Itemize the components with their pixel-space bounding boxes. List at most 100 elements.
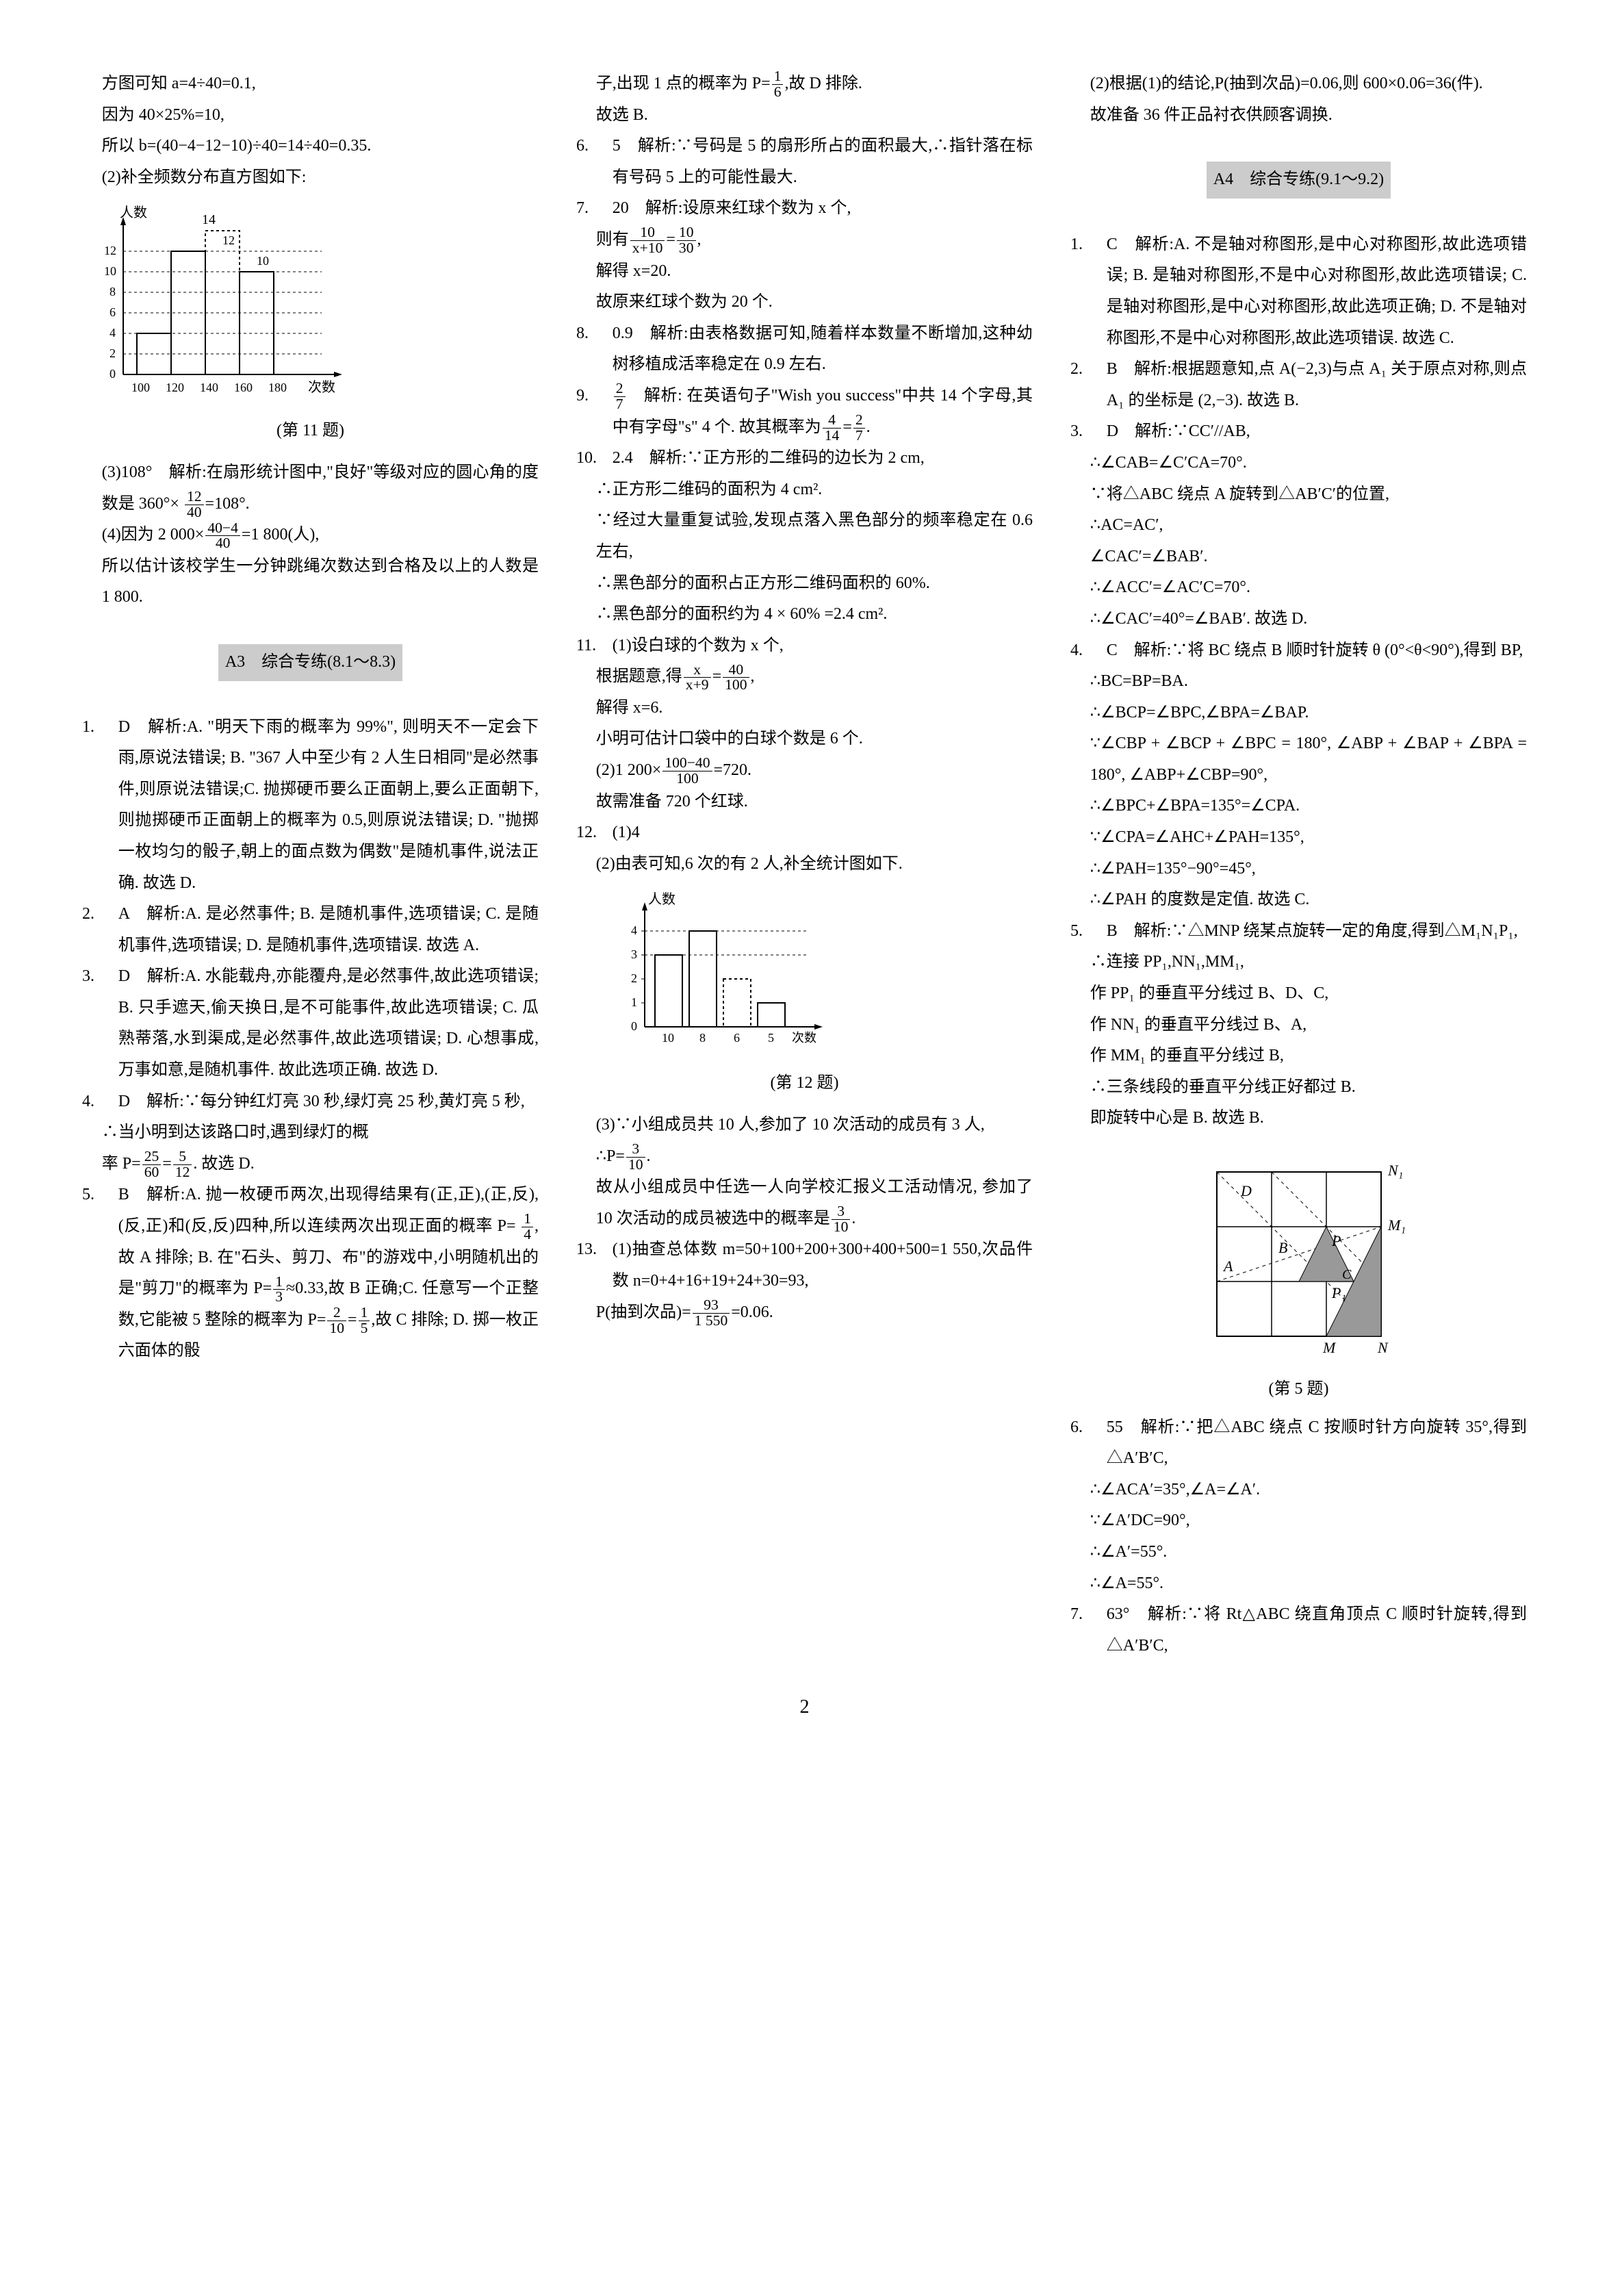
a4-i5-c2: 作 PP₁ 的垂直平分线过 B、D、C, [1070,978,1527,1010]
item-9: 9. 27 解析: 在英语句子"Wish you success"中共 14 个… [576,381,1033,443]
col2-opening: 子,出现 1 点的概率为 P=16,故 D 排除. [576,68,1033,100]
a4-i5-c4: 作 MM₁ 的垂直平分线过 B, [1070,1041,1527,1072]
svg-text:2: 2 [631,971,637,985]
svg-text:3: 3 [631,947,637,961]
item-11: 11. (1)设白球的个数为 x 个, [576,630,1033,662]
a3-item-2: 2. A 解析:A. 是必然事件; B. 是随机事件,选项错误; C. 是随机事… [82,899,539,961]
a4-item-3: 3. D 解析:∵CC′//AB, [1070,416,1527,448]
svg-text:6: 6 [734,1031,740,1045]
svg-text:人数: 人数 [648,891,675,907]
svg-text:次数: 次数 [308,379,335,395]
item-12-4: 故从小组成员中任选一人向学校汇报义工活动情况, 参加了 10 次活动的成员被选中… [576,1172,1033,1234]
column-2: 子,出现 1 点的概率为 P=16,故 D 排除. 故选 B. 6. 5 解析:… [576,68,1033,1661]
svg-text:5: 5 [768,1031,774,1045]
a4-item-6: 6. 55 解析:∵把△ABC 绕点 C 按顺时针方向旋转 35°,得到△A′B… [1070,1412,1527,1475]
chart11-ylabel: 人数 [120,205,147,220]
a3-item-3: 3. D 解析:A. 水能载舟,亦能覆舟,是必然事件,故此选项错误; B. 只手… [82,961,539,1086]
item-10: 10. 2.4 解析:∵正方形的二维码的边长为 2 cm, [576,443,1033,474]
svg-text:12: 12 [222,233,235,247]
svg-text:M: M [1322,1339,1337,1356]
item-11-c2: 小明可估计口袋中的白球个数是 6 个. [576,724,1033,755]
item-11-2: (2)1 200×100−40100=720. [576,755,1033,787]
a3-item-4: 4. D 解析:∵每分钟红灯亮 30 秒,绿灯亮 25 秒,黄灯亮 5 秒, [82,1086,539,1118]
a3-item-5: 5. B 解析:A. 抛一枚硬币两次,出现得结果有(正,正),(正,反),(反,… [82,1179,539,1367]
col3-open-2: 故准备 36 件正品衬衣供顾客调换. [1070,100,1527,131]
intro-line-3: 所以 b=(40−4−12−10)÷40=14÷40=0.35. [82,131,539,162]
svg-text:180: 180 [268,381,287,394]
svg-text:120: 120 [166,381,184,394]
chart-11: 人数 14 0 2 4 6 8 10 12 [82,203,539,447]
page-number: 2 [82,1689,1527,1725]
column-1: 方图可知 a=4÷40=0.1, 因为 40×25%=10, 所以 b=(40−… [82,68,539,1661]
item-11-c1: 解得 x=6. [576,693,1033,724]
svg-text:0: 0 [110,367,116,381]
col2-opening3: 故选 B. [576,100,1033,131]
a4-i4-c4: ∴∠BPC+∠BPA=135°=∠CPA. [1070,791,1527,822]
a4-item-5: 5. B 解析:∵△MNP 绕某点旋转一定的角度,得到△M₁N₁P₁, [1070,916,1527,947]
chart11-caption: (第 11 题) [82,416,539,447]
a4-i3-c2: ∵将△ABC 绕点 A 旋转到△AB′C′的位置, [1070,479,1527,511]
item-13: 13. (1)抽查总体数 m=50+100+200+300+400+500=1 … [576,1234,1033,1297]
a4-i6-c2: ∵∠A′DC=90°, [1070,1505,1527,1537]
svg-text:P₁: P₁ [1331,1284,1346,1301]
chart-12: 人数 0 1 2 3 4 10 8 [576,890,1033,1099]
a4-i3-c4: ∠CAC′=∠BAB′. [1070,541,1527,573]
chart12-caption: (第 12 题) [576,1068,1033,1099]
svg-text:4: 4 [631,923,637,937]
a4-item-4: 4. C 解析:∵将 BC 绕点 B 顺时针旋转 θ (0°<θ<90°),得到… [1070,635,1527,667]
item-7-cont1: 解得 x=20. [576,256,1033,288]
diagram-5: D N₁ M₁ A B P P₁ C M N [1183,1145,1415,1364]
a4-item-2: 2. B 解析:根据题意知,点 A(−2,3)与点 A₁ 关于原点对称,则点 A… [1070,354,1527,416]
a4-i4-c6: ∴∠PAH=135°−90°=45°, [1070,854,1527,885]
svg-text:6: 6 [110,305,116,319]
item-11-frac: 根据题意,得xx+9=40100, [576,661,1033,693]
a4-i6-c4: ∴∠A=55°. [1070,1568,1527,1600]
svg-text:140: 140 [200,381,218,394]
section-a3-header: A3 综合专练(8.1～8.3) [218,644,402,681]
svg-text:P: P [1331,1232,1341,1249]
svg-text:8: 8 [110,285,116,298]
diagram5-caption: (第 5 题) [1070,1374,1527,1405]
a4-i6-c3: ∴∠A′=55°. [1070,1537,1527,1568]
item-11-3: 故需准备 720 个红球. [576,787,1033,818]
svg-text:8: 8 [699,1031,706,1045]
after-chart-4: (4)因为 2 000×40−440=1 800(人), [82,520,539,551]
a3-item-4-rate: 率 P=2560=512. 故选 D. [82,1149,539,1180]
item-12: 12. (1)4 [576,817,1033,849]
svg-text:100: 100 [131,381,150,394]
after-chart-3: (3)108° 解析:在扇形统计图中,"良好"等级对应的圆心角的度数是 360°… [82,457,539,520]
item-12-3: (3)∵小组成员共 10 人,参加了 10 次活动的成员有 3 人, [576,1110,1033,1141]
a4-i5-c3: 作 NN₁ 的垂直平分线过 B、A, [1070,1010,1527,1041]
intro-line-1: 方图可知 a=4÷40=0.1, [82,68,539,100]
item-8: 8. 0.9 解析:由表格数据可知,随着样本数量不断增加,这种幼树移植成活率稳定… [576,318,1033,381]
col3-open-1: (2)根据(1)的结论,P(抽到次品)=0.06,则 600×0.06=36(件… [1070,68,1527,100]
chart11-barlabel-14: 14 [202,212,216,227]
a4-i4-c3: ∵∠CBP + ∠BCP + ∠BPC = 180°, ∠ABP + ∠BAP … [1070,728,1527,791]
a4-i5-c1: ∴连接 PP₁,NN₁,MM₁, [1070,947,1527,978]
a3-item-1: 1. D 解析:A. "明天下雨的概率为 99%", 则明天不一定会下雨,原说法… [82,712,539,900]
item-6: 6. 5 解析:∵号码是 5 的扇形所占的面积最大,∴指针落在标有号码 5 上的… [576,131,1033,193]
item-10-c4: ∴黑色部分的面积约为 4 × 60% =2.4 cm². [576,599,1033,630]
svg-text:12: 12 [104,244,116,257]
item-10-c1: ∴正方形二维码的面积为 4 cm². [576,474,1033,506]
item-13-p: P(抽到次品)=931 550=0.06. [576,1297,1033,1329]
item-12-p: ∴P=310. [576,1141,1033,1173]
svg-text:C: C [1342,1267,1352,1282]
svg-text:10: 10 [662,1031,674,1045]
svg-text:4: 4 [110,326,116,340]
a4-i5-c5: ∴三条线段的垂直平分线正好都过 B. [1070,1072,1527,1104]
svg-text:D: D [1240,1182,1252,1199]
svg-text:A: A [1222,1258,1233,1275]
a4-item-1: 1. C 解析:A. 不是轴对称图形,是中心对称图形,故此选项错误; B. 是轴… [1070,229,1527,354]
a4-i5-c6: 即旋转中心是 B. 故选 B. [1070,1103,1527,1134]
a4-i4-c1: ∴BC=BP=BA. [1070,666,1527,698]
a4-i4-c5: ∵∠CPA=∠AHC+∠PAH=135°, [1070,822,1527,854]
a4-i3-c6: ∴∠CAC′=40°=∠BAB′. 故选 D. [1070,604,1527,635]
svg-text:1: 1 [631,995,637,1009]
item-7: 7. 20 解析:设原来红球个数为 x 个, [576,193,1033,225]
section-a4-header: A4 综合专练(9.1～9.2) [1207,162,1391,199]
a3-item-4-cont: ∴当小明到达该路口时,遇到绿灯的概 [82,1117,539,1149]
intro-line-2: 因为 40×25%=10, [82,100,539,131]
a4-i3-c3: ∴AC=AC′, [1070,510,1527,541]
svg-text:N: N [1377,1339,1389,1356]
